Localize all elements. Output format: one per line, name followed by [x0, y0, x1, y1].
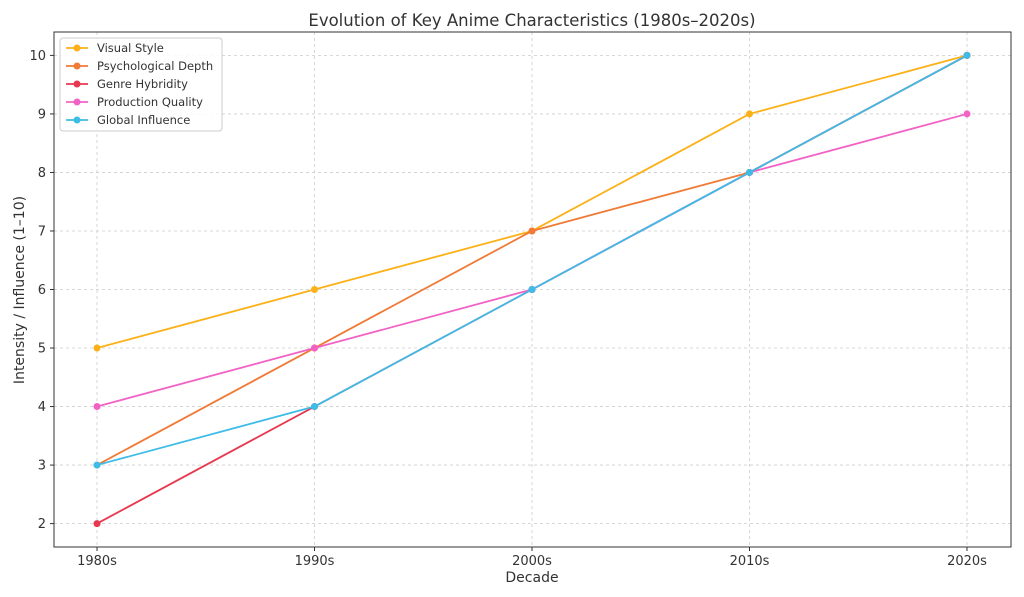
- legend-item: Global Influence: [66, 113, 190, 127]
- y-axis-label: Intensity / Influence (1–10): [12, 196, 28, 384]
- legend-label: Global Influence: [97, 113, 190, 127]
- legend-label: Genre Hybridity: [97, 77, 188, 91]
- y-tick-label: 7: [38, 224, 46, 239]
- legend-item: Production Quality: [66, 95, 203, 109]
- legend-label: Visual Style: [97, 41, 164, 55]
- legend-marker: [73, 80, 81, 88]
- data-point: [93, 520, 101, 528]
- legend-label: Psychological Depth: [97, 59, 213, 73]
- y-tick-label: 9: [38, 107, 46, 122]
- legend-item: Genre Hybridity: [66, 77, 188, 91]
- data-point: [963, 51, 971, 59]
- x-tick-label: 2020s: [947, 554, 987, 569]
- data-point: [311, 403, 318, 411]
- series-global-influence: [93, 51, 971, 469]
- data-point: [528, 286, 536, 293]
- data-point: [746, 168, 753, 176]
- legend-marker: [73, 116, 81, 124]
- data-point: [93, 403, 101, 411]
- y-tick-label: 2: [38, 517, 46, 532]
- y-tick-label: 6: [38, 283, 46, 298]
- legend-marker: [73, 62, 81, 70]
- data-point: [963, 110, 971, 118]
- x-tick-label: 2000s: [512, 554, 552, 569]
- data-point: [528, 227, 536, 235]
- y-tick-label: 5: [38, 342, 46, 357]
- x-tick-label: 2010s: [730, 554, 770, 569]
- y-tick-label: 10: [29, 49, 46, 64]
- x-axis-label: Decade: [505, 570, 558, 586]
- y-tick-label: 3: [38, 459, 46, 474]
- data-point: [746, 110, 753, 118]
- x-tick-label: 1990s: [295, 554, 335, 569]
- y-tick-label: 4: [38, 400, 46, 415]
- data-point: [93, 344, 101, 352]
- legend-label: Production Quality: [97, 95, 203, 109]
- legend-marker: [73, 98, 81, 106]
- legend-item: Psychological Depth: [66, 59, 213, 73]
- legend-marker: [73, 44, 81, 52]
- legend-box: [59, 37, 223, 132]
- axis-ticks: 1980s 1990s 2000s 2010s 2020s 2 3 4 5 6 7 8 9 10: [29, 49, 987, 569]
- y-tick-label: 8: [38, 166, 46, 181]
- series-lines: [93, 51, 971, 528]
- x-tick-label: 1980s: [77, 554, 117, 569]
- chart-title: Evolution of Key Anime Characteristics (…: [308, 11, 755, 30]
- data-point: [311, 344, 318, 352]
- data-point: [93, 461, 101, 469]
- legend: Visual Style Psychological Depth Genre Hyb…: [59, 37, 223, 132]
- legend-item: Visual Style: [66, 41, 164, 55]
- data-point: [311, 286, 318, 293]
